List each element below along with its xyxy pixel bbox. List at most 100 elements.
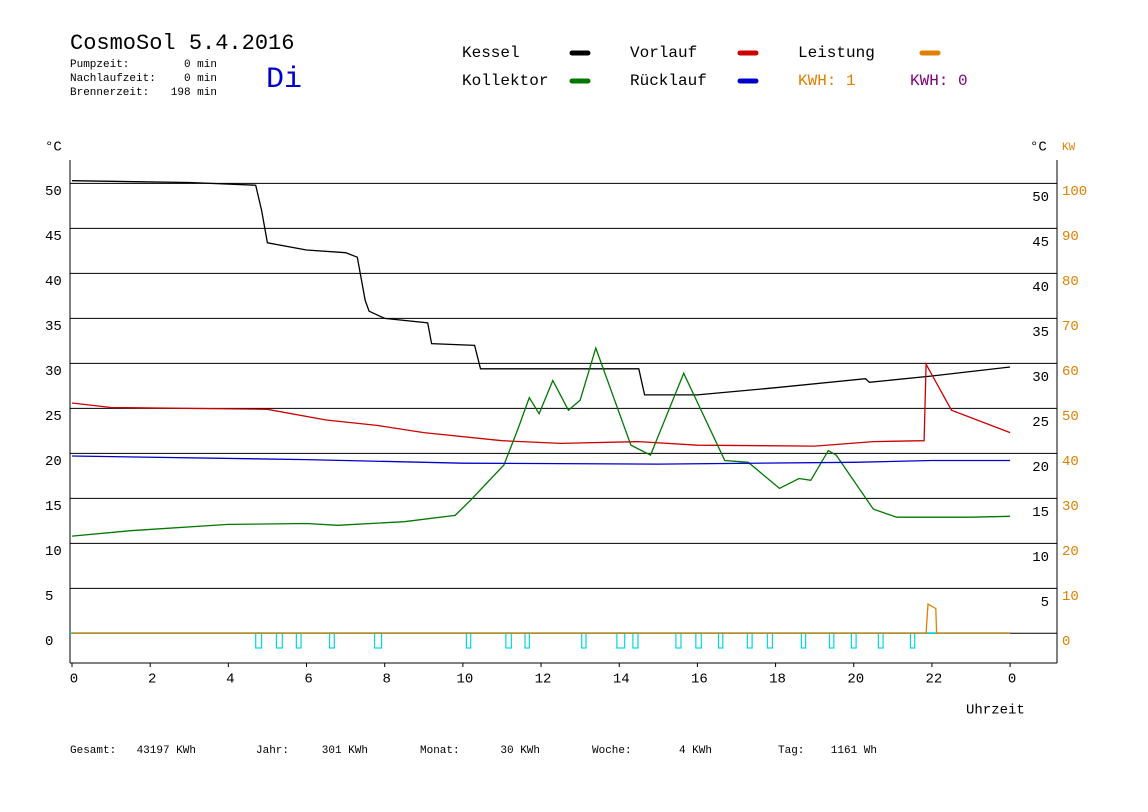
pump-run (581, 632, 587, 649)
y2-tick-label: 40 (1062, 454, 1079, 470)
y2-tick-label: 0 (1062, 634, 1070, 650)
pump-run (295, 632, 302, 649)
x-tick-label: 6 (304, 672, 312, 688)
x-tick-label: 0 (70, 672, 78, 688)
y-tick-label-right: 40 (1032, 280, 1049, 296)
series-line (71, 455, 1011, 465)
y-tick-label-right: 20 (1032, 460, 1049, 476)
stat-value: 0 min (184, 73, 217, 85)
y-tick-label: 40 (45, 274, 62, 290)
x-tick-label: 0 (1008, 672, 1016, 688)
series-line (71, 180, 1011, 396)
legend-label: Kessel (462, 44, 520, 62)
y-tick-label: 35 (45, 319, 62, 335)
y2-tick-label: 90 (1062, 229, 1079, 245)
y2-tick-label: 30 (1062, 499, 1079, 515)
y2-tick-label: 100 (1062, 184, 1087, 200)
y2-tick-label: 50 (1062, 409, 1079, 425)
y2-axis-label: KW (1062, 142, 1076, 154)
pump-run (877, 632, 884, 649)
y-tick-label-right: 35 (1032, 325, 1049, 341)
x-tick-label: 14 (613, 672, 630, 688)
stat-label: Pumpzeit: (70, 59, 129, 71)
footer-value: 4 KWh (679, 745, 712, 757)
chart-title: CosmoSol 5.4.2016 (70, 31, 294, 56)
stat-value: 198 min (171, 87, 217, 99)
footer-label: Woche: (592, 745, 632, 757)
y-tick-label: 50 (45, 184, 62, 200)
x-tick-label: 16 (691, 672, 708, 688)
stat-label: Brennerzeit: (70, 87, 149, 99)
x-tick-label: 18 (769, 672, 786, 688)
y-tick-label-right: 45 (1032, 235, 1049, 251)
pump-run (632, 632, 639, 649)
x-axis-label: Uhrzeit (966, 703, 1025, 719)
kwh-label: KWH: 0 (910, 72, 968, 90)
y-tick-label: 0 (45, 634, 53, 650)
y2-tick-label: 70 (1062, 319, 1079, 335)
y2-tick-label: 10 (1062, 589, 1079, 605)
kwh-label: KWH: 1 (798, 72, 856, 90)
pump-run (766, 632, 774, 649)
pump-run (524, 632, 530, 649)
y-tick-label-right: 5 (1041, 595, 1049, 611)
stat-value: 0 min (184, 59, 217, 71)
pump-run (373, 632, 383, 649)
y-tick-label: 45 (45, 229, 62, 245)
footer-value: 30 KWh (500, 745, 540, 757)
legend-label: Leistung (798, 44, 875, 62)
y-tick-label-right: 15 (1032, 505, 1049, 521)
y-tick-label: 20 (45, 454, 62, 470)
y2-tick-label: 60 (1062, 364, 1079, 380)
pump-run (746, 632, 753, 649)
y2-axis-label: °C (1030, 140, 1047, 156)
y-tick-label-right: 10 (1032, 550, 1049, 566)
pump-run (275, 632, 283, 649)
x-tick-label: 22 (926, 672, 943, 688)
pump-run (675, 632, 682, 649)
y-tick-label: 15 (45, 499, 62, 515)
pump-run (695, 632, 702, 649)
footer-value: 301 KWh (322, 745, 368, 757)
pump-run (828, 632, 835, 649)
y2-tick-label: 80 (1062, 274, 1079, 290)
pump-run (505, 632, 512, 649)
footer-label: Monat: (420, 745, 460, 757)
x-tick-label: 4 (226, 672, 234, 688)
pump-run (800, 632, 807, 649)
legend-label: Kollektor (462, 72, 548, 90)
x-tick-label: 12 (535, 672, 552, 688)
y-tick-label: 30 (45, 364, 62, 380)
x-tick-label: 2 (148, 672, 156, 688)
y-tick-label: 10 (45, 544, 62, 560)
y-tick-label-right: 25 (1032, 415, 1049, 431)
pump-run (717, 632, 724, 649)
legend-label: Vorlauf (630, 44, 697, 62)
y-tick-label-right: 50 (1032, 190, 1049, 206)
pump-run (909, 632, 916, 649)
y2-tick-label: 20 (1062, 544, 1079, 560)
footer-label: Tag: (778, 745, 804, 757)
y-tick-label: 5 (45, 589, 53, 605)
x-tick-label: 20 (847, 672, 864, 688)
day: Di (266, 63, 302, 97)
pump-run (850, 632, 857, 649)
pump-run (465, 632, 472, 649)
footer-value: 43197 KWh (137, 745, 196, 757)
series-line (72, 603, 1011, 634)
series-line (71, 346, 1011, 537)
footer-value: 1161 Wh (831, 745, 877, 757)
footer-label: Jahr: (256, 745, 289, 757)
x-tick-label: 8 (382, 672, 390, 688)
x-tick-label: 10 (456, 672, 473, 688)
pump-run (616, 632, 626, 649)
y-tick-label: 25 (45, 409, 62, 425)
y-axis-label: °C (45, 140, 62, 156)
series-line (71, 361, 1011, 447)
pump-run (255, 632, 263, 649)
stat-label: Nachlaufzeit: (70, 73, 156, 85)
pump-run (328, 632, 335, 649)
footer-label: Gesamt: (70, 745, 116, 757)
legend-label: Rücklauf (630, 72, 707, 90)
